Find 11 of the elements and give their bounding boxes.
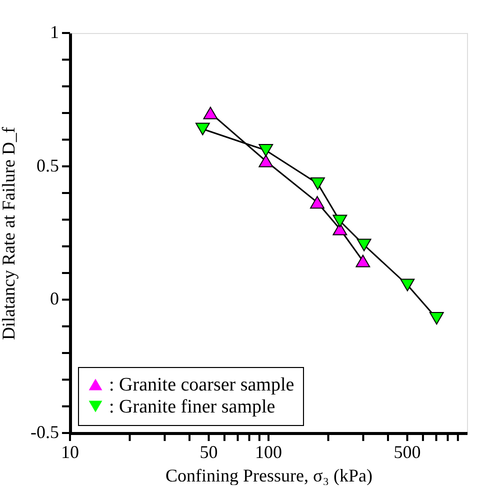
y-axis-title: Dilatancy Rate at Failure D_f [0, 127, 18, 340]
y-tick-label: 1 [50, 22, 59, 42]
x-tick-label: 100 [255, 442, 282, 462]
y-tick-label: -0.5 [30, 422, 59, 442]
y-tick-label: 0 [50, 288, 59, 309]
y-tick-label: 0.5 [36, 155, 59, 176]
legend-label: : Granite finer sample [109, 396, 276, 418]
legend-label: : Granite coarser sample [109, 374, 294, 396]
x-tick-label: 10 [61, 442, 79, 462]
x-tick-label: 50 [200, 442, 218, 462]
x-tick-label: 500 [394, 442, 421, 462]
